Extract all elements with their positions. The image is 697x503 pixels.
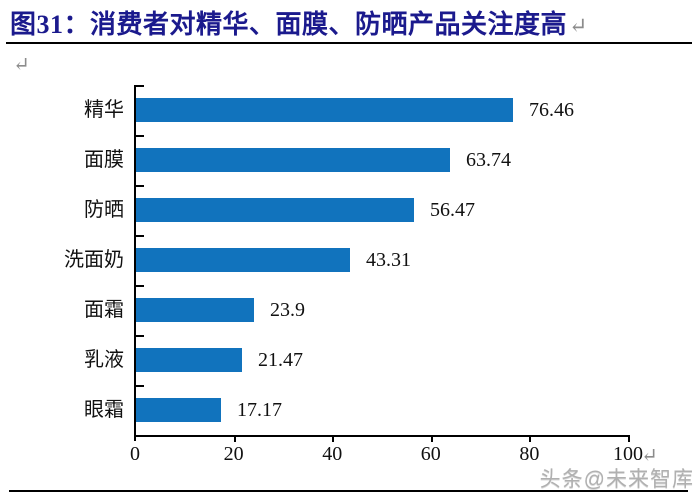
y-axis-line	[134, 85, 136, 441]
y-tick	[136, 285, 144, 287]
category-label: 眼霜	[84, 399, 124, 421]
bar	[136, 398, 221, 422]
x-tick-label: 0	[130, 443, 140, 465]
bottom-divider	[9, 490, 688, 492]
x-tick-label: 60	[420, 443, 441, 465]
category-label: 乳液	[84, 349, 124, 371]
bar	[136, 198, 414, 222]
x-axis-line	[134, 435, 630, 437]
paragraph-return-icon: ↵	[13, 54, 30, 76]
paragraph-return-icon: ↵	[641, 445, 658, 467]
x-tick-label: 20	[223, 443, 244, 465]
y-tick	[136, 435, 144, 437]
y-tick	[136, 385, 144, 387]
y-tick	[136, 135, 144, 137]
bar	[136, 248, 350, 272]
value-label: 23.9	[270, 299, 305, 321]
value-label: 17.17	[237, 399, 282, 421]
x-tick-label: 80	[519, 443, 540, 465]
value-label: 43.31	[366, 249, 411, 271]
value-label: 63.74	[466, 149, 511, 171]
title-underline	[6, 42, 692, 44]
y-tick	[136, 85, 144, 87]
x-tick-label: 40	[322, 443, 343, 465]
x-tick	[430, 435, 433, 442]
value-label: 76.46	[529, 99, 574, 121]
y-tick	[136, 335, 144, 337]
x-tick	[529, 435, 532, 442]
category-label: 面霜	[84, 299, 124, 321]
x-tick-label: 100	[613, 443, 643, 465]
category-label: 洗面奶	[64, 249, 124, 271]
bar	[136, 98, 513, 122]
bar	[136, 148, 450, 172]
category-label: 精华	[84, 99, 124, 121]
category-label: 防晒	[84, 199, 124, 221]
value-label: 56.47	[430, 199, 475, 221]
figure-title: 图31：消费者对精华、面膜、防晒产品关注度高↵	[10, 4, 690, 41]
bar	[136, 348, 242, 372]
bar	[136, 298, 254, 322]
value-label: 21.47	[258, 349, 303, 371]
category-label: 面膜	[84, 149, 124, 171]
paragraph-return-icon: ↵	[569, 13, 588, 38]
x-tick	[332, 435, 335, 442]
x-tick	[233, 435, 236, 442]
x-tick	[628, 435, 630, 442]
watermark: 头条@未来智库	[539, 468, 694, 491]
y-tick	[136, 185, 144, 187]
y-tick	[136, 235, 144, 237]
figure-title-text: 图31：消费者对精华、面膜、防晒产品关注度高	[10, 10, 568, 39]
